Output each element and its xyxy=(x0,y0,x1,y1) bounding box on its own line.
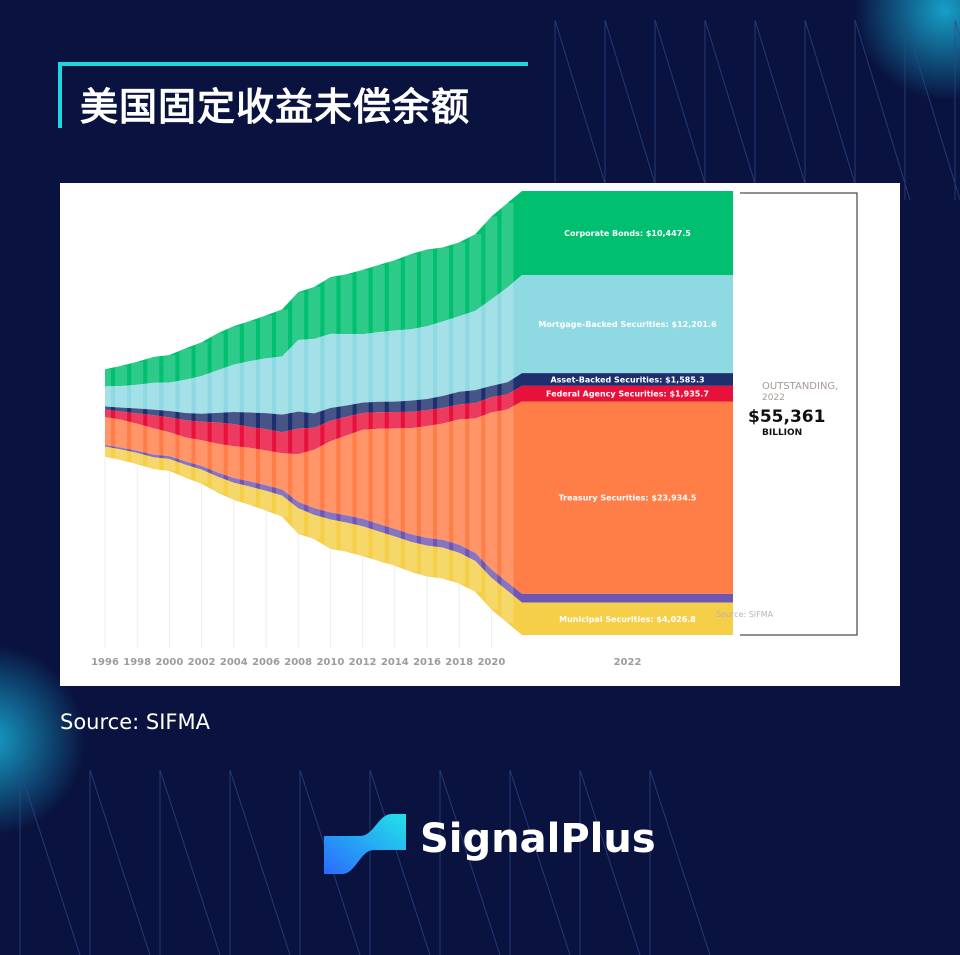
signalplus-logo-icon xyxy=(324,814,406,874)
year-column xyxy=(437,247,450,579)
x-tick-label: 2016 xyxy=(413,657,441,668)
segment-label: Mortgage-Backed Securities: $12,201.6 xyxy=(538,320,717,329)
year-column xyxy=(163,355,176,471)
year-column xyxy=(115,365,128,461)
year-column xyxy=(421,249,433,577)
x-tick-label: 2002 xyxy=(188,657,216,668)
x-tick-label: 2004 xyxy=(220,657,248,668)
segment-label: Federal Agency Securities: $1,935.7 xyxy=(546,390,709,399)
series-band-1 xyxy=(105,275,733,415)
year-column xyxy=(292,292,305,534)
x-tick-label: 2008 xyxy=(284,657,312,668)
year-column xyxy=(356,269,369,557)
x-tick-label: 2022 xyxy=(614,657,642,668)
inner-source-note: Source: SIFMA xyxy=(716,610,774,619)
page-title: 美国固定收益未偿余额 xyxy=(80,85,471,129)
segment-labels: Corporate Bonds: $10,447.5 Mortgage-Backe… xyxy=(538,229,717,624)
segment-label: Municipal Securities: $4,026.8 xyxy=(559,615,696,624)
x-tick-label: 2000 xyxy=(155,657,183,668)
stacked-area-chart: Corporate Bonds: $10,447.5 Mortgage-Backe… xyxy=(91,191,858,668)
glow-left xyxy=(0,645,85,835)
x-tick-label: 2014 xyxy=(381,657,409,668)
year-column xyxy=(324,277,337,549)
segment-label: Asset-Backed Securities: $1,585.3 xyxy=(550,376,704,385)
series-band-3 xyxy=(105,385,733,455)
brand-name: SignalPlus xyxy=(420,816,656,862)
year-column xyxy=(99,369,111,457)
year-column xyxy=(227,326,240,500)
x-tick-label: 2010 xyxy=(316,657,344,668)
diagonal-lines xyxy=(19,19,960,955)
year-column xyxy=(195,342,208,484)
year-column xyxy=(308,286,321,540)
total-value: $55,361 xyxy=(748,407,825,427)
year-column xyxy=(388,260,401,566)
total-label: OUTSTANDING, xyxy=(762,381,838,392)
year-column xyxy=(243,321,256,505)
series-band-2 xyxy=(105,373,733,433)
year-column xyxy=(179,348,192,478)
x-tick-label: 2012 xyxy=(349,657,377,668)
x-tick-label: 2018 xyxy=(445,657,473,668)
year-column xyxy=(211,333,224,493)
title-accent-bar xyxy=(58,62,62,128)
x-tick-label: 2006 xyxy=(252,657,280,668)
segment-label: Treasury Securities: $23,934.5 xyxy=(559,494,697,503)
chart-card: Corporate Bonds: $10,447.5 Mortgage-Backe… xyxy=(60,183,900,686)
glow-top-right xyxy=(855,0,960,100)
series-band-0 xyxy=(105,191,733,387)
year-column xyxy=(340,274,353,552)
x-tick-label: 2020 xyxy=(477,657,505,668)
total-unit: BILLION xyxy=(762,428,802,438)
total-year: 2022 xyxy=(762,393,785,403)
year-column xyxy=(501,202,514,624)
x-tick-label: 1996 xyxy=(91,657,119,668)
segment-label: Corporate Bonds: $10,447.5 xyxy=(564,229,691,238)
year-column xyxy=(404,254,417,572)
title-accent-line xyxy=(58,62,528,66)
x-tick-labels: 1996 1998 2000 2002 2004 2006 2008 2010 2012 2014… xyxy=(91,657,641,668)
year-column xyxy=(372,264,385,562)
source-caption: Source: SIFMA xyxy=(60,710,210,734)
year-columns xyxy=(99,202,514,624)
total-bracket xyxy=(740,192,858,636)
area-bands xyxy=(105,191,733,635)
year-column xyxy=(276,309,289,517)
series-band-5 xyxy=(105,444,733,603)
year-column xyxy=(147,357,160,469)
year-column xyxy=(260,315,272,511)
x-tick-label: 1998 xyxy=(123,657,151,668)
series-band-6 xyxy=(105,446,733,635)
series-band-4 xyxy=(105,401,733,594)
year-column xyxy=(131,361,144,465)
year-column xyxy=(453,242,466,584)
year-column xyxy=(485,216,498,610)
year-column xyxy=(469,234,482,592)
